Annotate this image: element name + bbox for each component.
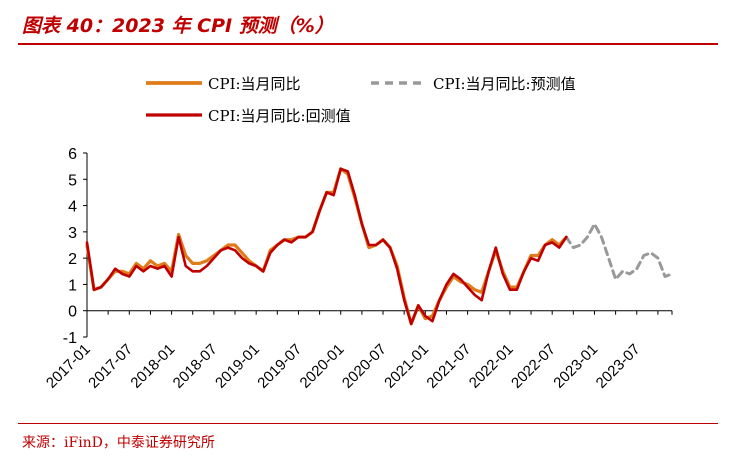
x-tick-label: 2019-01 — [212, 341, 263, 392]
y-tick-label: 3 — [68, 225, 77, 242]
y-tick-label: 1 — [68, 277, 77, 294]
x-tick-label: 2020-07 — [339, 341, 390, 392]
x-tick-label: 2022-07 — [508, 341, 559, 392]
x-tick-label: 2023-01 — [550, 341, 601, 392]
x-tick-label: 2018-01 — [127, 341, 178, 392]
x-tick-label: 2017-07 — [85, 341, 136, 392]
title-rule — [18, 43, 718, 45]
x-tick-label: 2022-01 — [466, 341, 517, 392]
y-tick-label: 0 — [68, 304, 77, 321]
legend-forecast-label: CPI:当月同比:预测值 — [433, 75, 576, 93]
chart-title: 图表 40：2023 年 CPI 预测（%） — [22, 15, 334, 37]
y-tick-label: 5 — [68, 172, 77, 189]
x-tick-label: 2020-01 — [297, 341, 348, 392]
y-tick-label: 6 — [68, 146, 77, 163]
source-note: 来源：iFinD，中泰证券研究所 — [22, 435, 215, 451]
y-tick-label: 4 — [68, 199, 77, 216]
x-tick-label: 2019-07 — [254, 341, 305, 392]
legend-backtest-label: CPI:当月同比:回测值 — [208, 107, 351, 125]
x-tick-label: 2021-07 — [423, 341, 474, 392]
series-line-backtest — [85, 167, 568, 326]
x-tick-label: 2023-07 — [593, 341, 644, 392]
x-tick-label: 2018-07 — [170, 341, 221, 392]
x-tick-label: 2021-01 — [381, 341, 432, 392]
y-tick-label: 2 — [68, 251, 77, 268]
series-line-forecast — [564, 222, 674, 281]
y-tick-label: -1 — [63, 330, 77, 347]
x-tick-label: 2017-01 — [43, 341, 94, 392]
legend-actual-label: CPI:当月同比 — [208, 75, 301, 93]
source-rule — [18, 423, 718, 424]
